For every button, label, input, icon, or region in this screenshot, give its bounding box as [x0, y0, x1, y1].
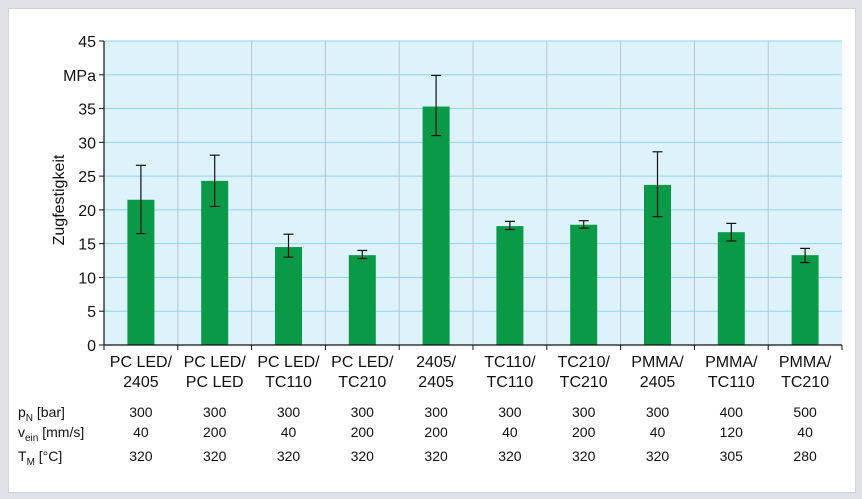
x-category-label: TC210 — [560, 374, 608, 391]
bars — [127, 106, 819, 345]
param-value: 320 — [424, 448, 448, 464]
x-category-label: TC210 — [338, 374, 386, 391]
bar — [275, 247, 302, 345]
param-value: 40 — [281, 424, 297, 440]
y-tick-label: 25 — [78, 169, 96, 186]
param-value: 300 — [572, 404, 596, 420]
x-axis-categories: PC LED/2405 PC LED/PC LED PC LED/TC110 PC L… — [110, 354, 832, 391]
param-value: 320 — [646, 448, 670, 464]
y-tick-label: 0 — [87, 338, 96, 355]
x-category-label: TC110 — [265, 374, 312, 391]
param-value: 280 — [793, 448, 817, 464]
param-value: 300 — [646, 404, 670, 420]
params-table: pN [bar] 300 300 300 300 300 300 300 300 400 500 ve… — [18, 404, 817, 468]
param-value: 320 — [351, 448, 375, 464]
x-category-label: PC LED/ — [184, 354, 247, 371]
bar — [496, 226, 524, 345]
x-category-label: PC LED/ — [331, 354, 394, 371]
x-category-label: PMMA/ — [705, 354, 758, 371]
x-category-label: TC110/ — [484, 354, 536, 371]
y-tick-label: 20 — [78, 203, 96, 220]
y-axis-ticks: 0 5 10 15 20 25 30 35 MPa 45 — [63, 34, 104, 355]
param-value: 305 — [720, 448, 744, 464]
bar — [717, 232, 745, 345]
param-value: 40 — [650, 424, 666, 440]
y-axis-label: Zugfestigkeit — [51, 154, 68, 245]
x-category-label: 2405 — [123, 374, 159, 391]
param-value: 40 — [797, 424, 813, 440]
param-value: 120 — [720, 424, 744, 440]
y-tick-label: 5 — [87, 304, 96, 321]
x-category-label: TC210/ — [557, 354, 610, 371]
param-value: 300 — [424, 404, 448, 420]
param-value: 320 — [498, 448, 522, 464]
bar — [570, 224, 598, 345]
param-value: 300 — [351, 404, 375, 420]
x-category-label: PC LED/ — [257, 354, 320, 371]
y-unit-label: MPa — [63, 68, 96, 85]
y-tick-label: 45 — [78, 34, 96, 51]
param-value: 200 — [424, 424, 448, 440]
param-value: 200 — [572, 424, 596, 440]
x-category-label: PMMA/ — [631, 354, 684, 371]
bar — [201, 180, 229, 345]
param-value: 320 — [277, 448, 301, 464]
axes — [103, 41, 843, 350]
param-row-label: pN [bar] — [18, 404, 65, 424]
param-value: 300 — [498, 404, 522, 420]
y-tick-label: 15 — [78, 237, 96, 254]
y-tick-label: 30 — [78, 135, 96, 152]
param-value: 200 — [203, 424, 227, 440]
param-row-label: vein [mm/s] — [18, 424, 84, 444]
param-value: 300 — [277, 404, 301, 420]
param-value: 300 — [129, 404, 153, 420]
bar — [791, 255, 819, 345]
param-value: 300 — [203, 404, 227, 420]
x-category-label: PC LED/ — [110, 354, 173, 371]
param-value: 40 — [133, 424, 149, 440]
y-tick-label: 35 — [78, 102, 96, 119]
x-category-label: PC LED — [186, 374, 244, 391]
y-tick-label: 10 — [78, 270, 96, 287]
param-value: 320 — [203, 448, 227, 464]
x-category-label: PMMA/ — [779, 354, 832, 371]
param-value: 320 — [572, 448, 596, 464]
param-value: 500 — [793, 404, 817, 420]
x-category-label: TC210 — [781, 374, 829, 391]
param-value: 200 — [351, 424, 375, 440]
param-row-label: TM [°C] — [18, 448, 62, 468]
error-bars — [135, 74, 811, 264]
param-value: 320 — [129, 448, 153, 464]
bar — [348, 255, 376, 345]
x-category-label: TC110 — [708, 374, 755, 391]
x-category-label: TC110 — [486, 374, 533, 391]
x-category-label: 2405 — [640, 374, 676, 391]
bar — [422, 106, 450, 345]
x-category-label: 2405 — [418, 374, 454, 391]
param-value: 400 — [720, 404, 744, 420]
param-value: 40 — [502, 424, 518, 440]
x-category-label: 2405/ — [416, 354, 457, 371]
